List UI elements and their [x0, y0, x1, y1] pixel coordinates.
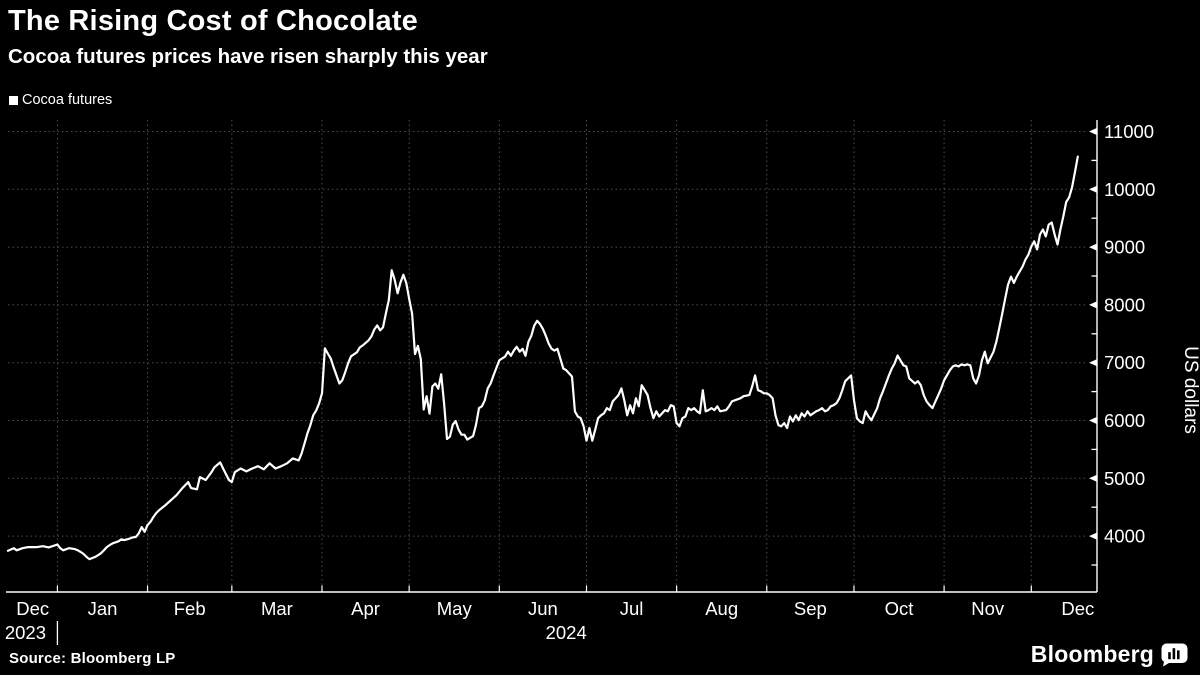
- y-tick-label: 8000: [1104, 294, 1145, 315]
- chart-header: The Rising Cost of Chocolate Cocoa futur…: [8, 5, 488, 69]
- legend-label: Cocoa futures: [22, 92, 113, 108]
- x-month-label: May: [437, 598, 473, 619]
- y-tick-label: 11000: [1104, 121, 1154, 142]
- axes: [6, 120, 1098, 645]
- y-tick-label: 6000: [1104, 410, 1145, 431]
- x-year-label: 2024: [546, 622, 587, 643]
- bloomberg-logo: Bloomberg: [1031, 641, 1188, 668]
- y-tick-label: 10000: [1104, 179, 1155, 200]
- x-month-label: Jul: [620, 598, 644, 619]
- chart-subtitle: Cocoa futures prices have risen sharply …: [8, 44, 488, 68]
- x-month-label: Apr: [351, 598, 380, 619]
- x-month-label: Jan: [88, 598, 118, 619]
- gridlines: [8, 120, 1087, 592]
- y-tick-label: 7000: [1104, 352, 1145, 373]
- y-tick-label: 9000: [1104, 237, 1145, 258]
- legend: Cocoa futures: [9, 92, 112, 108]
- y-tick-label: 4000: [1104, 526, 1145, 547]
- x-month-label: Dec: [16, 598, 49, 619]
- page-title: The Rising Cost of Chocolate: [8, 5, 418, 37]
- bloomberg-bubble-icon: [1161, 643, 1188, 666]
- axis-labels: 4000 5000 6000 7000 8000 9000 10000 11000 Dec Jan…: [5, 121, 1200, 643]
- price-line: [6, 155, 1079, 561]
- y-axis-title: US dollars: [1180, 346, 1200, 434]
- x-year-label: 2023: [5, 622, 46, 643]
- x-month-label: Jun: [528, 598, 558, 619]
- source-note: Source: Bloomberg LP: [9, 650, 176, 667]
- bloomberg-logo-text: Bloomberg: [1030, 641, 1154, 667]
- x-month-label: Sep: [794, 598, 827, 619]
- x-month-label: Feb: [174, 598, 206, 619]
- x-month-label: Oct: [885, 598, 914, 619]
- x-month-label: Mar: [261, 598, 293, 619]
- y-tick-label: 5000: [1104, 468, 1145, 489]
- x-month-label: Aug: [705, 598, 738, 619]
- x-month-label: Nov: [971, 598, 1005, 619]
- legend-swatch-icon: [9, 95, 18, 105]
- x-month-label: Dec: [1061, 598, 1094, 619]
